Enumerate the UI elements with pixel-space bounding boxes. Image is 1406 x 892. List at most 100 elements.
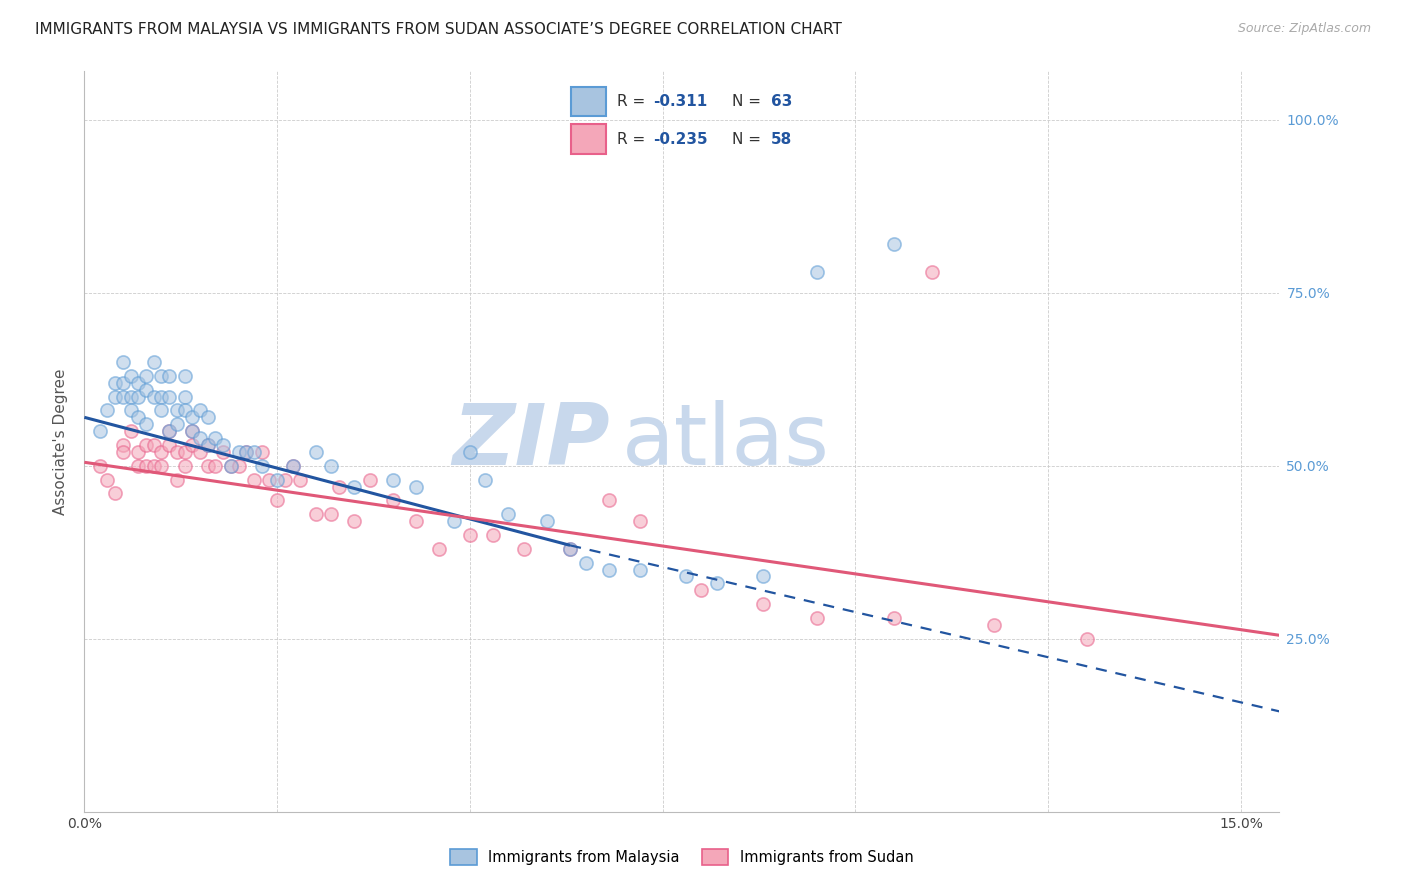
Text: N =: N = bbox=[733, 94, 766, 109]
Point bbox=[173, 403, 195, 417]
Point bbox=[188, 431, 211, 445]
Point bbox=[305, 507, 328, 521]
Text: atlas: atlas bbox=[623, 400, 830, 483]
Point bbox=[120, 390, 142, 404]
Point bbox=[319, 458, 342, 473]
Y-axis label: Associate's Degree: Associate's Degree bbox=[53, 368, 69, 515]
Point bbox=[628, 563, 651, 577]
Point bbox=[427, 541, 450, 556]
Point bbox=[405, 479, 427, 493]
Point bbox=[157, 368, 180, 383]
Text: 63: 63 bbox=[770, 94, 792, 109]
Point bbox=[628, 514, 651, 528]
Point bbox=[127, 445, 149, 459]
Point bbox=[197, 438, 219, 452]
Bar bbox=[571, 87, 606, 116]
Point bbox=[259, 473, 281, 487]
Point bbox=[150, 403, 173, 417]
Point bbox=[498, 507, 520, 521]
Point bbox=[89, 424, 111, 438]
Point bbox=[166, 417, 188, 432]
Point bbox=[574, 556, 596, 570]
Point bbox=[142, 458, 165, 473]
Point bbox=[173, 445, 195, 459]
Point bbox=[150, 458, 173, 473]
Point bbox=[598, 563, 620, 577]
Point bbox=[598, 493, 620, 508]
Point bbox=[558, 541, 581, 556]
Point bbox=[558, 541, 581, 556]
Point bbox=[142, 355, 165, 369]
Point bbox=[513, 541, 536, 556]
Point bbox=[127, 390, 149, 404]
Point bbox=[111, 445, 134, 459]
Point bbox=[235, 445, 257, 459]
Point bbox=[96, 403, 118, 417]
Point bbox=[266, 473, 288, 487]
Text: Source: ZipAtlas.com: Source: ZipAtlas.com bbox=[1237, 22, 1371, 36]
Point bbox=[675, 569, 697, 583]
Point bbox=[328, 479, 350, 493]
Point bbox=[142, 438, 165, 452]
Text: -0.235: -0.235 bbox=[652, 132, 707, 146]
Point bbox=[135, 368, 157, 383]
Point bbox=[243, 473, 266, 487]
Point bbox=[883, 237, 905, 252]
Point bbox=[204, 431, 226, 445]
Point bbox=[127, 458, 149, 473]
Point bbox=[157, 424, 180, 438]
Point bbox=[173, 458, 195, 473]
Point bbox=[188, 403, 211, 417]
Point bbox=[883, 611, 905, 625]
Point bbox=[181, 424, 204, 438]
Point bbox=[706, 576, 728, 591]
Point bbox=[157, 390, 180, 404]
Text: R =: R = bbox=[617, 132, 651, 146]
Point bbox=[690, 583, 713, 598]
Point bbox=[921, 265, 943, 279]
Point bbox=[319, 507, 342, 521]
Text: IMMIGRANTS FROM MALAYSIA VS IMMIGRANTS FROM SUDAN ASSOCIATE’S DEGREE CORRELATION: IMMIGRANTS FROM MALAYSIA VS IMMIGRANTS F… bbox=[35, 22, 842, 37]
Point bbox=[173, 390, 195, 404]
Point bbox=[197, 410, 219, 425]
Point bbox=[290, 473, 312, 487]
Point bbox=[274, 473, 297, 487]
Point bbox=[188, 445, 211, 459]
Text: R =: R = bbox=[617, 94, 655, 109]
Point bbox=[181, 438, 204, 452]
Point bbox=[120, 403, 142, 417]
Point bbox=[474, 473, 496, 487]
Point bbox=[104, 486, 127, 500]
Point bbox=[536, 514, 558, 528]
Point bbox=[89, 458, 111, 473]
Point bbox=[343, 479, 366, 493]
Point bbox=[120, 368, 142, 383]
Point bbox=[150, 368, 173, 383]
Point bbox=[305, 445, 328, 459]
Point bbox=[111, 438, 134, 452]
Point bbox=[157, 438, 180, 452]
Point bbox=[458, 445, 481, 459]
Point bbox=[142, 390, 165, 404]
Point bbox=[173, 368, 195, 383]
Point bbox=[752, 569, 775, 583]
Point bbox=[166, 473, 188, 487]
Point bbox=[104, 376, 127, 390]
Point bbox=[212, 445, 235, 459]
Point bbox=[150, 390, 173, 404]
Point bbox=[111, 390, 134, 404]
Point bbox=[111, 355, 134, 369]
Text: N =: N = bbox=[733, 132, 766, 146]
Point bbox=[806, 611, 828, 625]
Point bbox=[983, 618, 1005, 632]
Point bbox=[281, 458, 304, 473]
Point bbox=[359, 473, 381, 487]
Point bbox=[381, 473, 404, 487]
Point bbox=[96, 473, 118, 487]
Point bbox=[228, 458, 250, 473]
Point bbox=[135, 383, 157, 397]
Point bbox=[219, 458, 242, 473]
Point bbox=[212, 438, 235, 452]
Point bbox=[181, 410, 204, 425]
Point bbox=[228, 445, 250, 459]
